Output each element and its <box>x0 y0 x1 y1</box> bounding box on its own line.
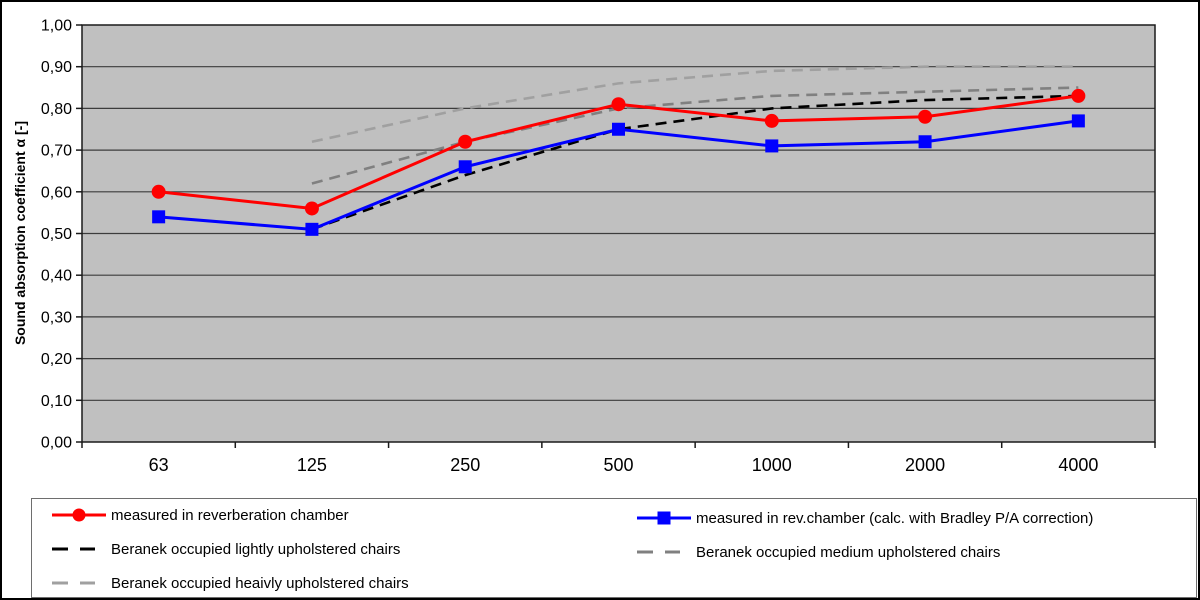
legend-item-measured-reverberation: measured in reverberation chamber <box>51 504 409 526</box>
series-line-0 <box>151 88 1086 216</box>
legend-label: Beranek occupied lightly upholstered cha… <box>111 540 401 558</box>
gray-dashed-line-swatch-icon <box>52 581 95 585</box>
svg-text:0,10: 0,10 <box>41 393 72 410</box>
svg-text:0,30: 0,30 <box>41 309 72 326</box>
svg-text:0,90: 0,90 <box>41 59 72 76</box>
series-line-3 <box>311 86 1079 185</box>
legend-box: measured in reverberation chamber Berane… <box>31 498 1197 598</box>
svg-text:1000: 1000 <box>752 455 792 475</box>
svg-text:63: 63 <box>149 455 169 475</box>
svg-text:0,70: 0,70 <box>41 143 72 160</box>
legend-label: Beranek occupied heaivly upholstered cha… <box>111 574 409 592</box>
svg-text:125: 125 <box>297 455 327 475</box>
series-line-1 <box>152 114 1085 236</box>
svg-text:250: 250 <box>450 455 480 475</box>
legend-item-beranek-lightly: Beranek occupied lightly upholstered cha… <box>51 538 409 560</box>
series-line-4 <box>311 65 1079 144</box>
legend-item-beranek-heavily: Beranek occupied heaivly upholstered cha… <box>51 572 409 594</box>
svg-text:1,00: 1,00 <box>41 18 72 35</box>
legend-item-beranek-medium: Beranek occupied medium upholstered chai… <box>636 541 1093 563</box>
legend-label: Beranek occupied medium upholstered chai… <box>696 543 1001 561</box>
svg-text:2000: 2000 <box>905 455 945 475</box>
black-dashed-line-swatch-icon <box>52 547 95 551</box>
svg-text:0,20: 0,20 <box>41 351 72 368</box>
series-line-2 <box>311 94 1079 231</box>
svg-text:0,00: 0,00 <box>41 435 72 452</box>
legend-column-left: measured in reverberation chamber Berane… <box>51 504 409 598</box>
blue-line-square-swatch-icon <box>637 511 691 525</box>
svg-text:500: 500 <box>603 455 633 475</box>
legend-label: measured in reverberation chamber <box>111 506 349 524</box>
svg-text:0,40: 0,40 <box>41 268 72 285</box>
svg-text:0,80: 0,80 <box>41 101 72 118</box>
gray-dashed-line-swatch-icon <box>637 550 680 554</box>
legend-column-right: measured in rev.chamber (calc. with Brad… <box>636 507 1093 575</box>
svg-text:4000: 4000 <box>1058 455 1098 475</box>
svg-text:0,60: 0,60 <box>41 184 72 201</box>
red-line-circle-swatch-icon <box>52 508 106 522</box>
legend-item-measured-bradley: measured in rev.chamber (calc. with Brad… <box>636 507 1093 529</box>
legend-label: measured in rev.chamber (calc. with Brad… <box>696 509 1094 527</box>
svg-text:0,50: 0,50 <box>41 226 72 243</box>
y-axis-title: Sound absorption coefficient α [-] <box>12 120 28 346</box>
